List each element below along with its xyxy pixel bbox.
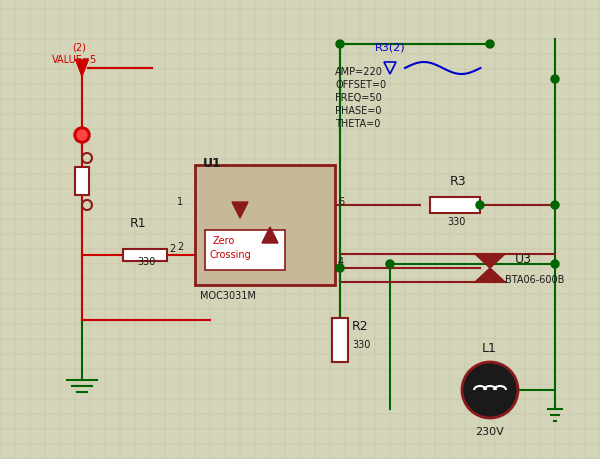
Bar xyxy=(195,165,335,285)
Text: THETA=0: THETA=0 xyxy=(335,119,380,129)
Text: L1: L1 xyxy=(482,342,497,355)
Text: OFFSET=0: OFFSET=0 xyxy=(335,80,386,90)
Circle shape xyxy=(551,260,559,268)
Text: 6: 6 xyxy=(338,197,344,207)
Text: R1: R1 xyxy=(130,217,146,230)
Polygon shape xyxy=(475,254,505,268)
Text: FREQ=50: FREQ=50 xyxy=(335,93,382,103)
Text: Zero: Zero xyxy=(213,236,235,246)
Circle shape xyxy=(476,201,484,209)
Text: (2): (2) xyxy=(72,42,86,52)
Text: 330: 330 xyxy=(352,340,370,350)
Bar xyxy=(75,167,89,195)
Polygon shape xyxy=(76,60,88,76)
Polygon shape xyxy=(262,227,278,243)
Bar xyxy=(430,197,480,213)
Text: 330: 330 xyxy=(137,257,155,267)
Text: VALUE=5: VALUE=5 xyxy=(52,55,97,65)
Text: 2: 2 xyxy=(177,242,183,252)
Text: BTA06-600B: BTA06-600B xyxy=(505,275,565,285)
Bar xyxy=(123,249,167,261)
Text: Crossing: Crossing xyxy=(209,250,251,260)
Text: MOC3031M: MOC3031M xyxy=(200,291,256,301)
Circle shape xyxy=(551,201,559,209)
Polygon shape xyxy=(475,268,505,282)
Circle shape xyxy=(386,260,394,268)
Text: AMP=220: AMP=220 xyxy=(335,67,383,77)
Text: R3(2): R3(2) xyxy=(375,42,406,52)
Circle shape xyxy=(486,40,494,48)
Polygon shape xyxy=(232,202,248,218)
Circle shape xyxy=(336,40,344,48)
Text: 1: 1 xyxy=(177,197,183,207)
Text: U1: U1 xyxy=(203,157,222,170)
Text: U3: U3 xyxy=(515,253,532,266)
Circle shape xyxy=(77,130,87,140)
Text: 2: 2 xyxy=(169,244,175,254)
Text: R2: R2 xyxy=(352,320,368,333)
Text: 230V: 230V xyxy=(475,427,504,437)
Text: 4: 4 xyxy=(338,257,344,267)
Text: R3: R3 xyxy=(450,175,467,188)
Circle shape xyxy=(551,75,559,83)
Bar xyxy=(205,230,285,270)
Circle shape xyxy=(462,362,518,418)
Circle shape xyxy=(74,127,90,143)
Circle shape xyxy=(336,264,344,272)
Bar xyxy=(332,318,348,362)
Text: 330: 330 xyxy=(447,217,466,227)
Text: PHASE=0: PHASE=0 xyxy=(335,106,382,116)
